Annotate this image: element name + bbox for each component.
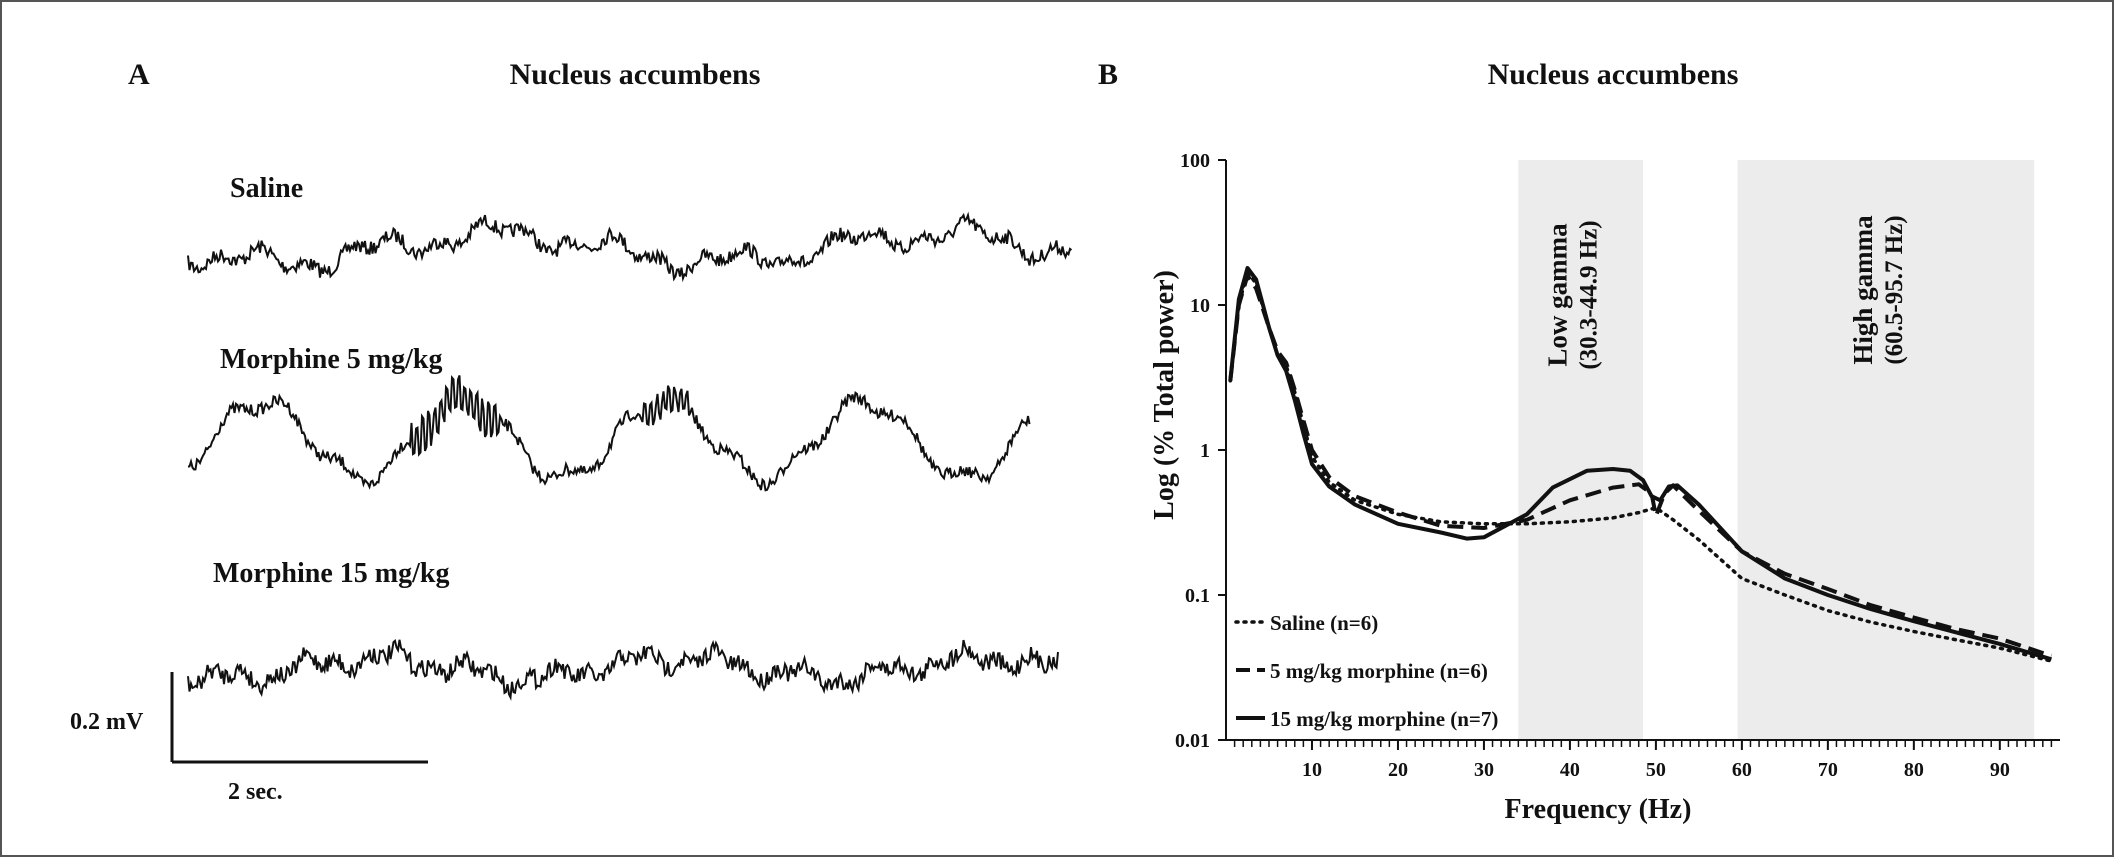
x-tick-label: 40 [1560,759,1580,781]
legend: Saline (n=6) 5 mg/kg morphine (n=6) 15 m… [1234,611,1498,731]
x-tick-label: 20 [1388,759,1408,781]
legend-label-15mg: 15 mg/kg morphine (n=7) [1270,707,1498,731]
series-15mg-morphine [1228,266,2052,662]
trace-morphine-5 [187,374,1031,492]
panel-b: B Nucleus accumbens Low gamma (30.3-44.9 … [1098,58,2060,825]
scale-bar: 0.2 mV 2 sec. [70,672,428,805]
panel-a-letter: A [128,58,150,91]
trace-label-morphine-5: Morphine 5 mg/kg [220,344,442,375]
panel-b-letter: B [1098,58,1118,91]
band-name-label: High gamma [1848,215,1878,365]
panel-b-title: Nucleus accumbens [1488,58,1739,91]
trace-label-saline: Saline [230,173,303,204]
legend-label-saline: Saline (n=6) [1270,611,1378,635]
scale-bar-voltage-label: 0.2 mV [70,709,144,735]
series-5mg-morphine [1228,273,2053,658]
trace-saline [187,211,1073,283]
frequency-bands: Low gamma (30.3-44.9 Hz) High gamma (60.5-9… [1518,160,2035,740]
x-tick-label: 70 [1818,759,1838,781]
band-name-label: Low gamma [1543,223,1573,367]
x-tick-label: 60 [1732,759,1752,781]
band-high-gamma [1737,160,2035,740]
band-range-label: (60.5-95.7 Hz) [1881,215,1908,364]
x-axis-title: Frequency (Hz) [1505,794,1692,825]
y-tick-label: 100 [1180,150,1210,172]
x-tick-label: 10 [1302,759,1322,781]
scale-bar-time-label: 2 sec. [228,779,283,805]
trace-label-morphine-15: Morphine 15 mg/kg [213,558,449,589]
x-axis-ticks: 10 20 30 40 50 60 70 80 90 [1233,740,2053,781]
trace-morphine-15 [187,638,1059,701]
band-range-label: (30.3-44.9 Hz) [1576,220,1603,369]
y-axis-title: Log (% Total power) [1149,270,1180,520]
y-tick-label: 1 [1200,440,1210,462]
band-low-gamma [1518,160,1643,740]
panel-a-title: Nucleus accumbens [510,58,761,91]
x-tick-label: 30 [1474,759,1494,781]
x-tick-label: 50 [1646,759,1666,781]
y-tick-label: 0.01 [1175,730,1210,752]
x-tick-label: 90 [1990,759,2010,781]
plot-series [1228,266,2054,663]
y-axis-ticks: 0.01 0.1 1 10 100 [1175,150,1226,752]
x-tick-label: 80 [1904,759,1924,781]
y-tick-label: 0.1 [1185,585,1210,607]
y-tick-label: 10 [1190,295,1210,317]
legend-label-5mg: 5 mg/kg morphine (n=6) [1270,659,1488,683]
panel-a: A Nucleus accumbens Saline Morphine 5 mg… [70,58,1073,805]
